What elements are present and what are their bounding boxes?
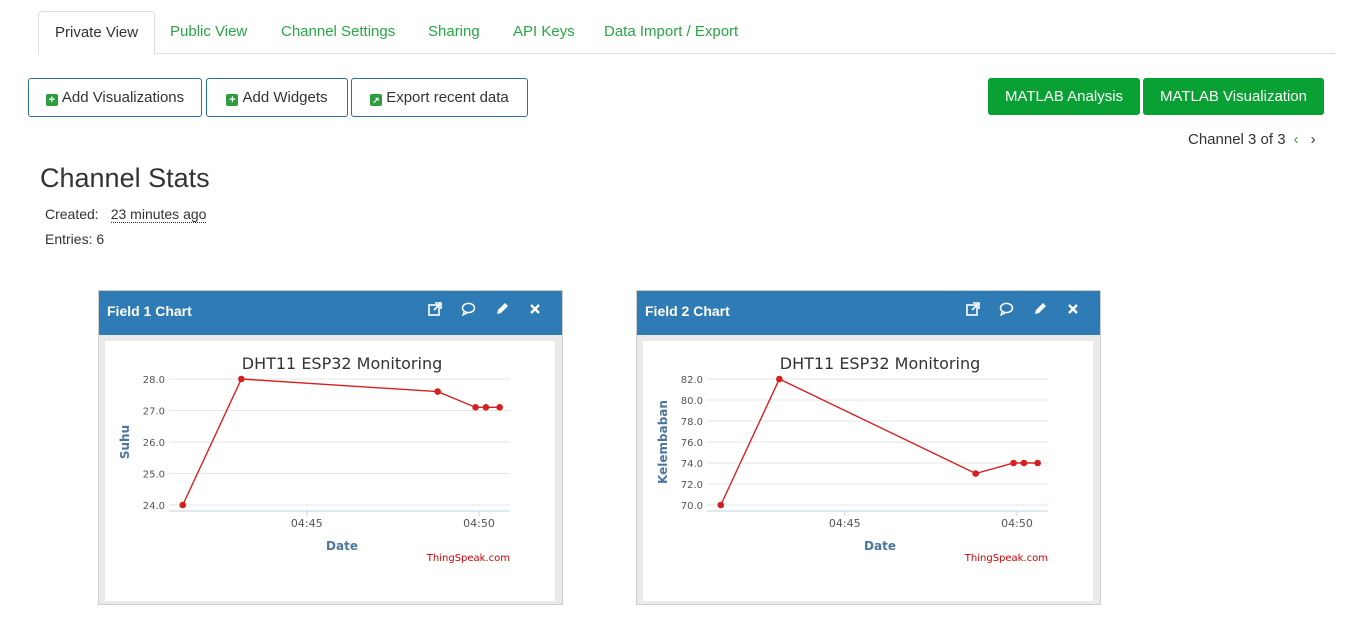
- y-tick-label: 25.0: [143, 470, 165, 481]
- y-axis-label: Kelembaban: [656, 400, 670, 484]
- field-1-chart-panel: Field 1 Chart DHT11 ESP32 Monitoring 24.0…: [98, 290, 563, 605]
- external-link-icon[interactable]: [965, 302, 980, 320]
- external-link-icon[interactable]: [427, 302, 442, 320]
- chevron-left-icon[interactable]: ‹: [1293, 131, 1299, 148]
- channel-tabs: Private View Public View Channel Setting…: [38, 11, 1335, 55]
- created-value: 23 minutes ago: [110, 206, 207, 223]
- y-tick-label: 24.0: [143, 501, 165, 512]
- tab-sharing[interactable]: Sharing: [428, 23, 480, 40]
- data-point: [179, 501, 187, 509]
- y-tick-label: 74.0: [681, 459, 703, 470]
- tab-data-import-export[interactable]: Data Import / Export: [604, 23, 739, 40]
- data-point: [496, 404, 503, 411]
- y-tick-label: 76.0: [681, 438, 703, 449]
- chevron-right-icon[interactable]: ›: [1310, 131, 1316, 148]
- channel-pager: Channel 3 of 3 ‹ ›: [1188, 131, 1316, 148]
- matlab-visualization-button[interactable]: MATLAB Visualization: [1143, 78, 1324, 115]
- line-chart: DHT11 ESP32 Monitoring 70.0 72.0 74.0 76.0 78…: [656, 354, 1048, 564]
- plus-icon: +: [226, 94, 239, 106]
- comment-icon[interactable]: [461, 302, 476, 320]
- y-tick-label: 82.0: [681, 375, 703, 386]
- chart-area: DHT11 ESP32 Monitoring 70.0 72.0 74.0 76.0 78…: [643, 341, 1093, 601]
- entries-count: Entries: 6: [45, 231, 105, 247]
- credit-link: ThingSpeak.com: [964, 553, 1048, 564]
- tab-public-view[interactable]: Public View: [170, 23, 248, 40]
- comment-icon[interactable]: [999, 302, 1014, 320]
- add-widgets-button[interactable]: + Add Widgets: [206, 78, 348, 117]
- y-axis-label: Suhu: [118, 425, 132, 459]
- x-axis-label: Date: [864, 539, 896, 553]
- data-point: [434, 388, 441, 395]
- x-tick-label: 04:45: [291, 517, 323, 530]
- data-point: [776, 375, 783, 383]
- export-recent-data-label: Export recent data: [386, 89, 509, 106]
- chart-title: DHT11 ESP32 Monitoring: [242, 354, 443, 373]
- pencil-icon[interactable]: [495, 302, 509, 320]
- panel-header: Field 1 Chart: [99, 291, 562, 335]
- y-tick-label: 78.0: [681, 417, 703, 428]
- x-axis-label: Date: [326, 539, 358, 553]
- data-point: [472, 404, 479, 411]
- chart-area: DHT11 ESP32 Monitoring 24.0 25.0 26.0 27.0 28…: [105, 341, 555, 601]
- panel-title: Field 2 Chart: [645, 303, 730, 319]
- created-row: Created: 23 minutes ago: [45, 206, 207, 223]
- field-2-chart-panel: Field 2 Chart DHT11 ESP32 Monitoring 70.0…: [636, 290, 1101, 605]
- data-point: [1010, 459, 1017, 467]
- y-tick-label: 72.0: [681, 480, 703, 491]
- x-tick-label: 04:45: [829, 517, 861, 530]
- data-point: [482, 404, 490, 411]
- data-point: [1034, 459, 1041, 467]
- close-icon[interactable]: [528, 302, 542, 320]
- edit-icon: ➚: [370, 94, 383, 106]
- chart-title: DHT11 ESP32 Monitoring: [780, 354, 981, 373]
- plus-icon: +: [45, 94, 58, 106]
- data-point: [1020, 459, 1028, 467]
- add-visualizations-button[interactable]: + Add Visualizations: [28, 78, 202, 117]
- y-tick-label: 27.0: [143, 407, 165, 418]
- y-tick-label: 26.0: [143, 438, 165, 449]
- created-label: Created:: [45, 206, 99, 222]
- panel-header: Field 2 Chart: [637, 291, 1100, 335]
- data-point: [717, 501, 725, 509]
- x-tick-label: 04:50: [1001, 517, 1033, 530]
- panel-title: Field 1 Chart: [107, 303, 192, 319]
- add-widgets-label: Add Widgets: [242, 89, 328, 106]
- credit-link: ThingSpeak.com: [426, 553, 510, 564]
- page-title: Channel Stats: [40, 163, 210, 193]
- y-tick-label: 80.0: [681, 396, 703, 407]
- export-recent-data-button[interactable]: ➚ Export recent data: [351, 78, 528, 117]
- tab-private-view[interactable]: Private View: [38, 11, 156, 55]
- data-point: [238, 375, 245, 383]
- tab-channel-settings[interactable]: Channel Settings: [281, 23, 396, 40]
- y-tick-label: 70.0: [681, 501, 703, 512]
- tab-api-keys[interactable]: API Keys: [513, 23, 575, 40]
- close-icon[interactable]: [1066, 302, 1080, 320]
- matlab-analysis-button[interactable]: MATLAB Analysis: [988, 78, 1140, 115]
- pencil-icon[interactable]: [1033, 302, 1047, 320]
- add-visualizations-label: Add Visualizations: [61, 89, 185, 106]
- data-point: [972, 470, 979, 477]
- channel-pager-text: Channel 3 of 3: [1188, 131, 1286, 148]
- line-chart: DHT11 ESP32 Monitoring 24.0 25.0 26.0 27.0 28…: [118, 354, 510, 564]
- y-tick-label: 28.0: [143, 375, 165, 386]
- x-tick-label: 04:50: [463, 517, 495, 530]
